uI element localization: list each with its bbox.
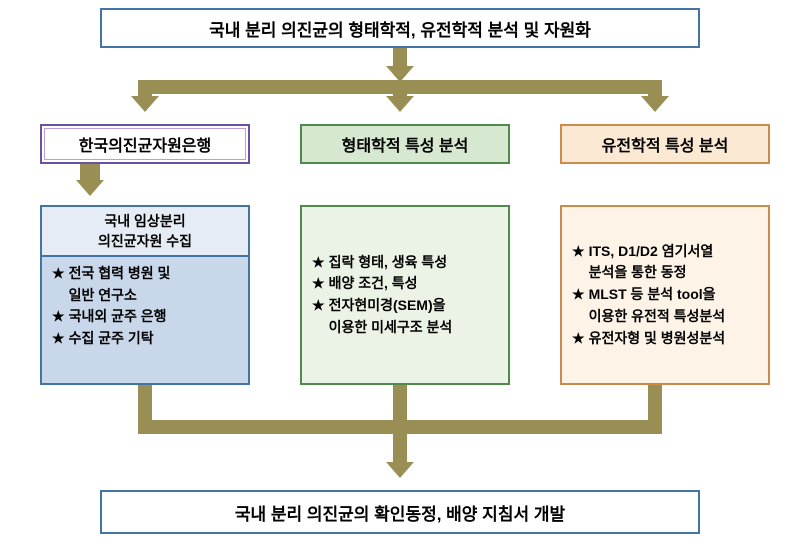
title-box: 국내 분리 의진균의 형태학적, 유전학적 분석 및 자원화 <box>100 8 700 48</box>
star-icon: ★ <box>312 295 325 338</box>
right-header: 유전학적 특성 분석 <box>560 124 770 164</box>
star-icon: ★ <box>572 328 585 350</box>
list-item-text: 수집 균주 기탁 <box>69 328 238 350</box>
list-item: ★ITS, D1/D2 염기서열 분석을 통한 동정 <box>572 241 758 284</box>
bottom-text: 국내 분리 의진균의 확인동정, 배양 지침서 개발 <box>235 500 565 525</box>
star-icon: ★ <box>52 328 65 350</box>
arrow-to-left-header <box>138 80 152 98</box>
arrow-to-right-header <box>648 80 662 98</box>
left-body-box: 국내 임상분리 의진균자원 수집 ★전국 협력 병원 및 일반 연구소★국내외 … <box>40 205 250 385</box>
list-item: ★배양 조건, 특성 <box>312 273 498 295</box>
right-body-box: ★ITS, D1/D2 염기서열 분석을 통한 동정★MLST 등 분석 too… <box>560 205 770 385</box>
left-item-list: ★전국 협력 병원 및 일반 연구소★국내외 균주 은행★수집 균주 기탁 <box>42 257 248 356</box>
list-item: ★전국 협력 병원 및 일반 연구소 <box>52 263 238 306</box>
star-icon: ★ <box>52 306 65 328</box>
left-header-text: 한국의진균자원은행 <box>79 132 211 156</box>
list-item: ★집락 형태, 생육 특성 <box>312 252 498 274</box>
list-item: ★유전자형 및 병원성분석 <box>572 328 758 350</box>
mid-header-text: 형태학적 특성 분석 <box>342 132 469 156</box>
title-text: 국내 분리 의진균의 형태학적, 유전학적 분석 및 자원화 <box>209 16 591 41</box>
list-item-text: 전자현미경(SEM)을 이용한 미세구조 분석 <box>329 295 498 338</box>
list-item-text: 국내외 균주 은행 <box>69 306 238 328</box>
list-item: ★전자현미경(SEM)을 이용한 미세구조 분석 <box>312 295 498 338</box>
mid-item-list: ★집락 형태, 생육 특성★배양 조건, 특성★전자현미경(SEM)을 이용한 … <box>302 246 508 345</box>
star-icon: ★ <box>572 284 585 327</box>
list-item-text: 전국 협력 병원 및 일반 연구소 <box>69 263 238 306</box>
arrow-to-bottom <box>393 420 407 464</box>
right-item-list: ★ITS, D1/D2 염기서열 분석을 통한 동정★MLST 등 분석 too… <box>562 235 768 355</box>
star-icon: ★ <box>572 241 585 284</box>
list-item-text: ITS, D1/D2 염기서열 분석을 통한 동정 <box>589 241 758 284</box>
star-icon: ★ <box>52 263 65 306</box>
list-item-text: MLST 등 분석 tool을 이용한 유전적 특성분석 <box>589 284 758 327</box>
arrow-to-mid-header <box>393 80 407 98</box>
list-item: ★MLST 등 분석 tool을 이용한 유전적 특성분석 <box>572 284 758 327</box>
arrow-title-down <box>393 48 407 68</box>
list-item-text: 집락 형태, 생육 특성 <box>329 252 498 274</box>
left-header: 한국의진균자원은행 <box>44 128 246 160</box>
right-header-text: 유전학적 특성 분석 <box>602 132 729 156</box>
star-icon: ★ <box>312 273 325 295</box>
list-item: ★국내외 균주 은행 <box>52 306 238 328</box>
left-subheader: 국내 임상분리 의진균자원 수집 <box>42 207 248 257</box>
bottom-box: 국내 분리 의진균의 확인동정, 배양 지침서 개발 <box>100 490 700 534</box>
mid-body-box: ★집락 형태, 생육 특성★배양 조건, 특성★전자현미경(SEM)을 이용한 … <box>300 205 510 385</box>
list-item-text: 유전자형 및 병원성분석 <box>589 328 758 350</box>
star-icon: ★ <box>312 252 325 274</box>
arrow-left-body <box>80 164 100 182</box>
mid-header: 형태학적 특성 분석 <box>300 124 510 164</box>
list-item: ★수집 균주 기탁 <box>52 328 238 350</box>
list-item-text: 배양 조건, 특성 <box>329 273 498 295</box>
mid-down <box>393 385 407 420</box>
